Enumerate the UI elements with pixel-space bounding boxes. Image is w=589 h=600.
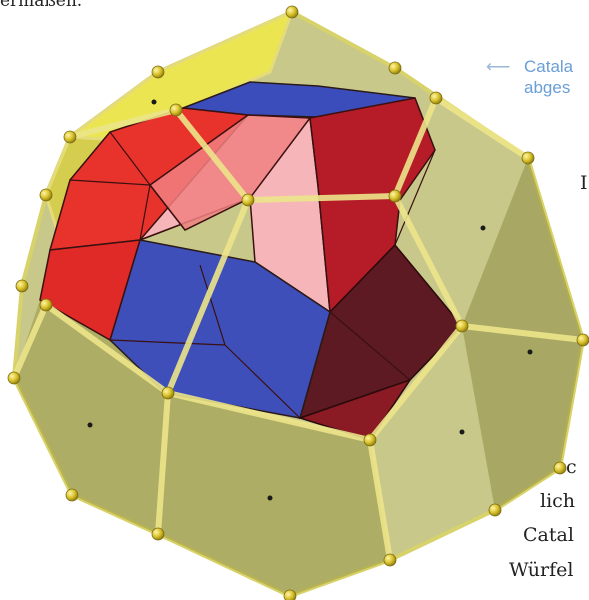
cut-off-heading-text: ermaßen. [0, 0, 83, 11]
body-text-fragment-3: lich [540, 490, 576, 512]
body-text-fragment-2: c [566, 456, 577, 478]
lower-shade [14, 300, 390, 596]
inner-edge-lines [69, 131, 436, 419]
vertex-balls [7, 5, 589, 600]
body-text-fragment-5: Würfel [509, 559, 574, 581]
inner-darkred-right-face [309, 97, 436, 314]
figure-caption: ⟵ Catala abges [486, 56, 573, 98]
caption-line-2: abges [524, 78, 571, 97]
body-text-fragment-1: I [580, 172, 588, 194]
inner-vertex-dots [87, 99, 533, 501]
body-text-fragment-4: Catal [523, 524, 574, 546]
left-arrow-icon: ⟵ [486, 57, 511, 76]
inner-salmon-face [148, 114, 312, 231]
caption-line-1: Catala [524, 57, 574, 76]
